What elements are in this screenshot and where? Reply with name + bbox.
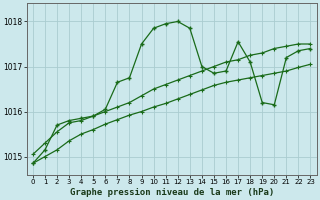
X-axis label: Graphe pression niveau de la mer (hPa): Graphe pression niveau de la mer (hPa) [69,188,274,197]
